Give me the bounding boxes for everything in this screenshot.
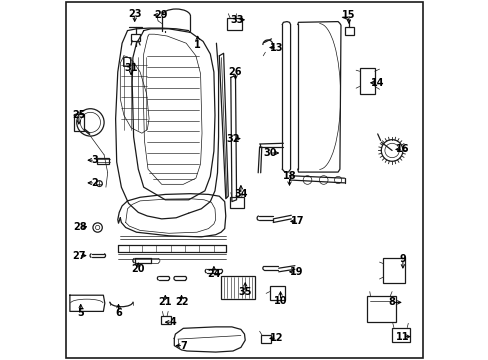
- Text: 11: 11: [395, 332, 409, 342]
- Bar: [382, 258, 404, 283]
- Text: 27: 27: [72, 251, 85, 261]
- Bar: [345, 27, 354, 35]
- Text: 15: 15: [342, 10, 355, 20]
- Text: 6: 6: [115, 308, 122, 318]
- Text: 10: 10: [273, 296, 286, 306]
- Text: 24: 24: [207, 269, 220, 279]
- Text: 14: 14: [370, 78, 384, 88]
- Text: 30: 30: [263, 148, 276, 158]
- Text: 26: 26: [228, 67, 242, 77]
- Text: 33: 33: [230, 15, 244, 25]
- Bar: [260, 335, 270, 343]
- Text: 4: 4: [169, 317, 176, 327]
- Text: 21: 21: [158, 297, 172, 307]
- Bar: [123, 57, 130, 66]
- Text: 7: 7: [180, 341, 186, 351]
- Text: 19: 19: [289, 267, 303, 277]
- Text: 29: 29: [154, 10, 167, 20]
- Bar: [97, 158, 109, 164]
- Text: 9: 9: [399, 254, 406, 264]
- Text: 12: 12: [269, 333, 283, 343]
- Text: 32: 32: [226, 134, 239, 144]
- Bar: [227, 18, 241, 30]
- Bar: [269, 286, 284, 300]
- Bar: [230, 197, 244, 208]
- Bar: [131, 34, 140, 41]
- Text: 13: 13: [269, 42, 283, 53]
- Text: 17: 17: [290, 216, 304, 226]
- Bar: [161, 316, 171, 324]
- Bar: [73, 114, 84, 131]
- Text: 1: 1: [194, 40, 201, 50]
- Text: 3: 3: [92, 155, 98, 165]
- Text: 31: 31: [124, 63, 138, 73]
- Text: 18: 18: [282, 171, 296, 181]
- Text: 8: 8: [388, 297, 395, 307]
- Text: 28: 28: [73, 222, 86, 232]
- Text: 2: 2: [92, 178, 98, 188]
- Text: 22: 22: [174, 297, 188, 307]
- Text: 25: 25: [72, 110, 85, 120]
- Text: 20: 20: [131, 264, 145, 274]
- Bar: [391, 328, 409, 342]
- Text: 23: 23: [128, 9, 141, 19]
- Bar: [366, 296, 396, 322]
- Text: 16: 16: [395, 144, 409, 154]
- Bar: [359, 68, 374, 94]
- Text: 34: 34: [234, 189, 247, 199]
- Text: 5: 5: [77, 308, 84, 318]
- Text: 35: 35: [238, 287, 251, 297]
- Bar: [221, 276, 255, 299]
